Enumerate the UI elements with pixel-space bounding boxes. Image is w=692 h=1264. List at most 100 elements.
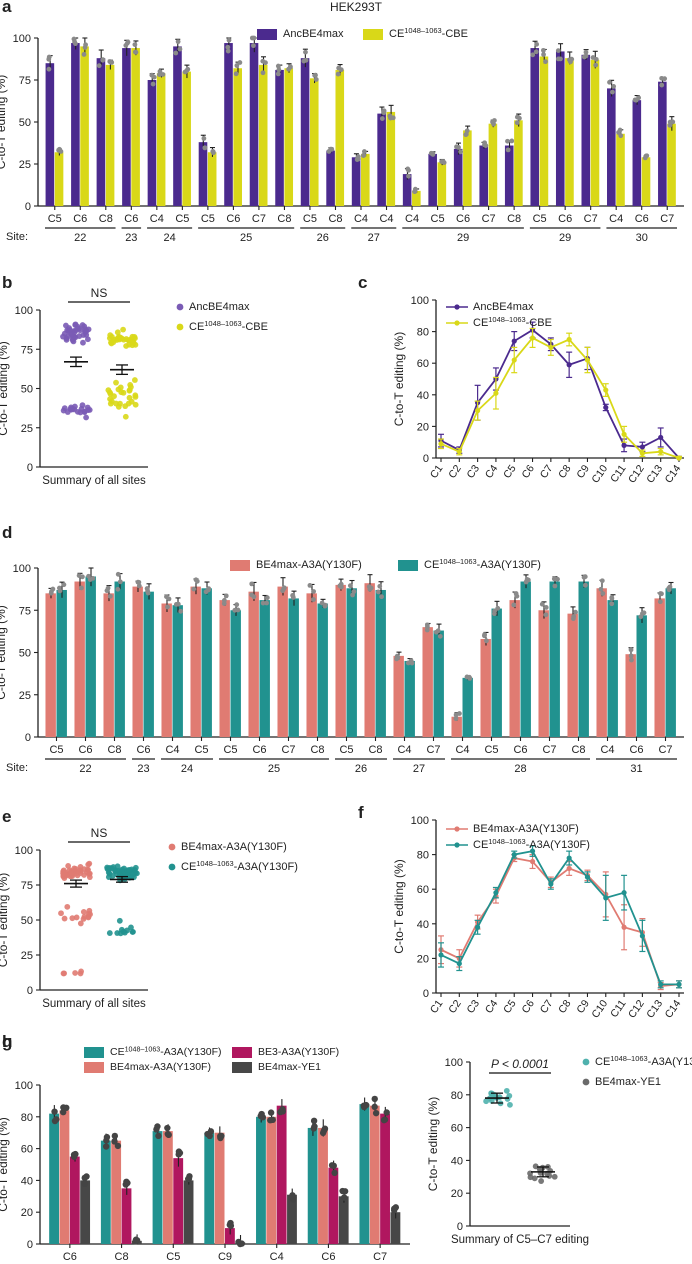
- group-label: 29: [457, 232, 469, 244]
- y-axis-label: C-to-T editing (%): [0, 605, 8, 699]
- x-tick-label: C3: [465, 463, 483, 481]
- bar: [287, 1194, 297, 1244]
- x-tick-label: C6: [63, 1251, 77, 1263]
- bar: [530, 48, 540, 206]
- y-tick-label: 0: [27, 1239, 33, 1251]
- bar: [326, 150, 335, 206]
- replicate-dot: [513, 591, 519, 596]
- data-point: [551, 1173, 558, 1180]
- replicate-dot: [657, 599, 663, 605]
- bar: [214, 1132, 225, 1244]
- bar: [318, 1127, 328, 1244]
- series-line: [440, 336, 680, 459]
- bar: [369, 1105, 380, 1244]
- data-point: [603, 895, 609, 901]
- replicate-dot: [235, 1238, 242, 1246]
- replicate-dot: [210, 148, 216, 154]
- bar: [183, 1180, 194, 1244]
- replicate-dot: [264, 600, 270, 606]
- replicate-dot: [217, 1132, 224, 1140]
- replicate-dot: [114, 1142, 122, 1150]
- x-tick-label: C10: [589, 463, 610, 486]
- data-point: [118, 389, 125, 396]
- replicate-dot: [153, 1126, 160, 1133]
- x-tick-label: C5: [49, 744, 63, 756]
- data-point: [114, 863, 121, 870]
- x-tick-label: C3: [465, 998, 483, 1016]
- x-tick-label: C8: [107, 744, 121, 756]
- data-point: [676, 981, 682, 987]
- x-tick-label: C13: [644, 463, 665, 486]
- data-point: [68, 331, 75, 338]
- data-point: [132, 401, 139, 408]
- replicate-dot: [484, 638, 489, 644]
- bar: [428, 153, 437, 206]
- replicate-dot: [260, 600, 266, 606]
- bar: [131, 48, 140, 206]
- y-tick-label: 20: [417, 953, 429, 965]
- bar: [538, 610, 549, 737]
- group-label: 26: [317, 232, 329, 244]
- data-point: [503, 1087, 510, 1094]
- bar: [351, 157, 361, 206]
- data-point: [106, 930, 113, 936]
- bar: [386, 111, 396, 206]
- data-point: [493, 390, 499, 396]
- x-tick-label: C4: [270, 1251, 284, 1263]
- data-point: [130, 340, 137, 347]
- replicate-dot: [281, 585, 287, 591]
- replicate-dot: [51, 1117, 59, 1125]
- x-tick-label: C6: [558, 213, 572, 225]
- replicate-dot: [83, 42, 88, 48]
- data-point: [64, 903, 71, 910]
- data-point: [456, 960, 462, 967]
- series-line: [440, 850, 679, 986]
- x-tick-label: C6: [456, 213, 470, 225]
- replicate-dot: [157, 72, 162, 78]
- x-tick-label: C9: [218, 1251, 232, 1263]
- replicate-dot: [641, 610, 647, 616]
- data-point: [131, 334, 138, 340]
- legend-label: CE1048–1063-A3A(Y130F): [473, 837, 590, 851]
- legend-label: BE3-A3A(Y130F): [258, 1046, 339, 1058]
- replicate-dot: [90, 575, 96, 581]
- group-label: 27: [368, 232, 380, 244]
- replicate-dot: [115, 571, 121, 577]
- data-point: [584, 357, 591, 363]
- replicate-dot: [433, 629, 439, 635]
- y-tick-label: 60: [417, 884, 429, 896]
- bar: [338, 1196, 349, 1244]
- y-tick-label: 40: [417, 390, 429, 402]
- y-tick-label: 0: [423, 453, 429, 465]
- x-tick-label: C8: [507, 213, 521, 225]
- group-label: 22: [74, 232, 86, 244]
- replicate-dot: [311, 597, 316, 602]
- group-label: 23: [125, 232, 137, 244]
- replicate-dot: [380, 1116, 388, 1124]
- x-tick-label: C4: [397, 744, 411, 756]
- x-tick-label: C11: [608, 463, 629, 485]
- replicate-dot: [177, 46, 183, 52]
- bar: [275, 69, 284, 206]
- replicate-dot: [237, 60, 243, 65]
- data-point: [548, 881, 554, 887]
- bar: [56, 589, 67, 737]
- data-point: [71, 865, 78, 872]
- bar: [122, 48, 131, 206]
- replicate-dot: [103, 1137, 110, 1144]
- x-tick-label: C7: [426, 744, 440, 756]
- bar: [565, 58, 574, 206]
- x-tick-label: C5: [303, 213, 317, 225]
- bar: [377, 113, 386, 206]
- bar: [581, 54, 591, 206]
- data-point: [621, 442, 627, 448]
- bar: [80, 1180, 91, 1244]
- replicate-dot: [185, 1175, 193, 1182]
- bar: [182, 71, 191, 206]
- data-point: [61, 870, 68, 877]
- x-tick-label: C6: [78, 744, 92, 756]
- group-label: 30: [636, 232, 648, 244]
- data-point: [61, 915, 68, 922]
- x-tick-label: C14: [663, 463, 684, 486]
- bar: [462, 677, 473, 737]
